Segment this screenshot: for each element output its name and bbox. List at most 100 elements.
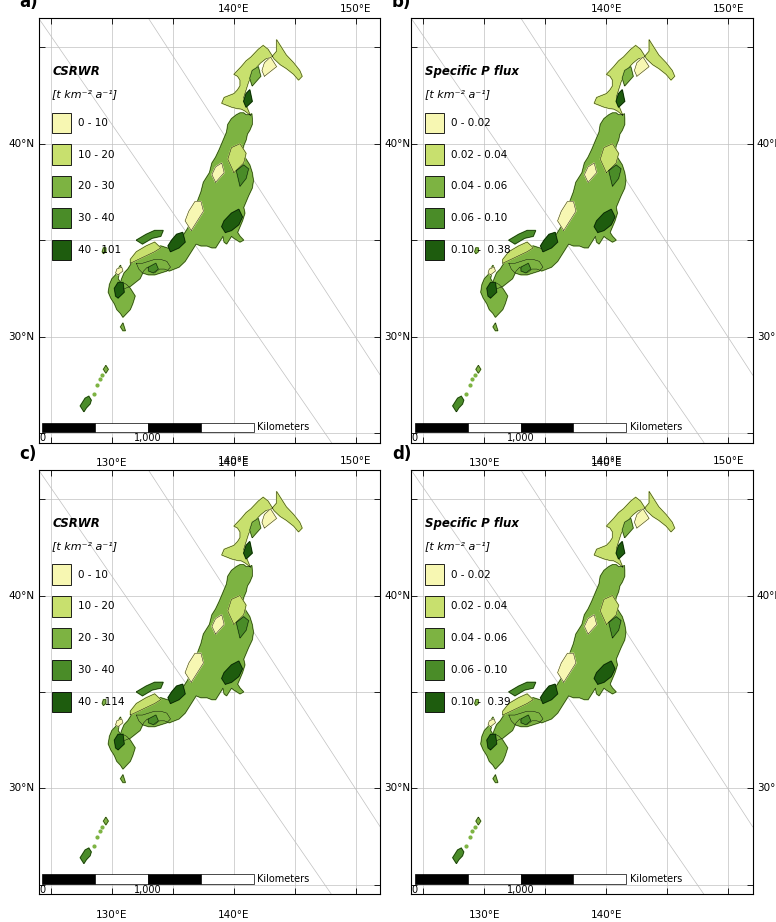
- Polygon shape: [488, 719, 495, 727]
- Polygon shape: [102, 700, 106, 705]
- Polygon shape: [120, 564, 254, 742]
- Text: 30 - 40: 30 - 40: [78, 213, 115, 223]
- Text: 40°N: 40°N: [9, 590, 35, 600]
- Text: 140°E: 140°E: [591, 458, 622, 467]
- Polygon shape: [212, 163, 224, 183]
- Polygon shape: [622, 66, 633, 86]
- Bar: [53, 208, 71, 229]
- Text: 1,000: 1,000: [507, 885, 535, 895]
- Text: 130°E: 130°E: [96, 458, 128, 467]
- Text: 140°E: 140°E: [218, 5, 250, 14]
- Polygon shape: [475, 248, 478, 254]
- Text: 30°N: 30°N: [384, 784, 411, 793]
- Polygon shape: [609, 165, 621, 186]
- Text: 30 - 40: 30 - 40: [78, 665, 115, 675]
- Text: [t km⁻² a⁻¹]: [t km⁻² a⁻¹]: [53, 541, 118, 550]
- Polygon shape: [487, 282, 497, 298]
- Text: 40°N: 40°N: [9, 138, 35, 148]
- Polygon shape: [594, 661, 615, 684]
- Polygon shape: [130, 694, 161, 715]
- Polygon shape: [114, 282, 124, 298]
- Polygon shape: [584, 615, 597, 634]
- Text: 1,000: 1,000: [134, 885, 162, 895]
- Bar: [148, 874, 201, 883]
- Text: 150°E: 150°E: [712, 456, 744, 466]
- Text: 30°N: 30°N: [9, 332, 35, 341]
- Polygon shape: [487, 734, 497, 750]
- Polygon shape: [237, 165, 248, 186]
- Polygon shape: [109, 266, 135, 317]
- Text: 20 - 30: 20 - 30: [78, 633, 115, 644]
- Polygon shape: [120, 323, 126, 331]
- Bar: [414, 422, 468, 431]
- Polygon shape: [635, 57, 649, 77]
- Polygon shape: [609, 617, 621, 638]
- Polygon shape: [185, 654, 203, 682]
- Polygon shape: [635, 509, 649, 528]
- Bar: [53, 112, 71, 133]
- Polygon shape: [541, 232, 558, 252]
- Text: 30°N: 30°N: [757, 332, 776, 341]
- Bar: [42, 422, 95, 431]
- Text: 150°E: 150°E: [340, 456, 372, 466]
- Polygon shape: [103, 817, 109, 825]
- Text: 30°N: 30°N: [9, 784, 35, 793]
- Polygon shape: [222, 491, 302, 567]
- Polygon shape: [509, 230, 535, 244]
- Text: 0.02 - 0.04: 0.02 - 0.04: [451, 601, 507, 611]
- Polygon shape: [103, 365, 109, 373]
- Polygon shape: [212, 615, 224, 634]
- Text: 150°E: 150°E: [712, 5, 744, 14]
- Polygon shape: [503, 242, 533, 264]
- Text: 0.06 - 0.10: 0.06 - 0.10: [451, 665, 507, 675]
- Polygon shape: [120, 774, 126, 783]
- Text: 20 - 30: 20 - 30: [78, 182, 115, 192]
- Bar: [95, 874, 148, 883]
- Polygon shape: [222, 209, 242, 232]
- Bar: [521, 874, 573, 883]
- Text: 0: 0: [411, 885, 417, 895]
- Polygon shape: [262, 509, 276, 528]
- Bar: [425, 208, 444, 229]
- Text: 0 - 10: 0 - 10: [78, 118, 108, 128]
- Polygon shape: [476, 817, 481, 825]
- Text: 0 - 0.02: 0 - 0.02: [451, 570, 490, 580]
- Text: Specific P flux: Specific P flux: [425, 516, 519, 529]
- Polygon shape: [80, 396, 92, 412]
- Text: 0: 0: [39, 433, 45, 443]
- Polygon shape: [622, 518, 633, 538]
- Text: 30°N: 30°N: [384, 332, 411, 341]
- Bar: [425, 628, 444, 648]
- Bar: [42, 874, 95, 883]
- Polygon shape: [503, 694, 533, 715]
- Text: 130°E: 130°E: [469, 458, 501, 467]
- Polygon shape: [148, 264, 158, 273]
- Bar: [53, 176, 71, 196]
- Text: CSRWR: CSRWR: [53, 516, 100, 529]
- Text: 0 - 0.02: 0 - 0.02: [451, 118, 490, 128]
- Text: Kilometers: Kilometers: [258, 874, 310, 884]
- Text: 130°E: 130°E: [96, 910, 128, 919]
- Bar: [148, 422, 201, 431]
- Text: 140°E: 140°E: [218, 458, 250, 467]
- Text: Kilometers: Kilometers: [258, 422, 310, 432]
- Polygon shape: [222, 661, 242, 684]
- Polygon shape: [493, 774, 498, 783]
- Text: 140°E: 140°E: [591, 5, 622, 14]
- Polygon shape: [228, 144, 246, 172]
- Bar: [53, 628, 71, 648]
- Polygon shape: [481, 717, 508, 769]
- Polygon shape: [102, 248, 106, 254]
- Bar: [425, 145, 444, 165]
- Text: Specific P flux: Specific P flux: [425, 65, 519, 77]
- Polygon shape: [168, 684, 185, 703]
- Text: 0 - 10: 0 - 10: [78, 570, 108, 580]
- Text: 0: 0: [39, 885, 45, 895]
- Polygon shape: [109, 717, 135, 769]
- Polygon shape: [222, 40, 302, 115]
- Polygon shape: [493, 323, 498, 331]
- Text: [t km⁻² a⁻¹]: [t km⁻² a⁻¹]: [425, 541, 490, 550]
- Bar: [53, 692, 71, 712]
- Polygon shape: [492, 112, 626, 290]
- Bar: [425, 176, 444, 196]
